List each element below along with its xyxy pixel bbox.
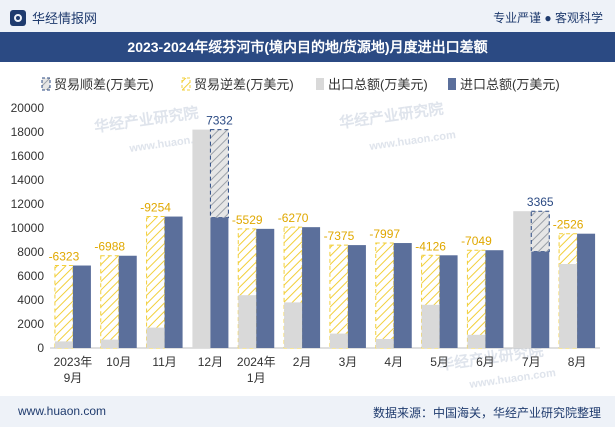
- watermark-text: www.huaon.com: [368, 129, 457, 153]
- import-bar: [439, 255, 458, 348]
- export-bar: [54, 341, 73, 348]
- x-tick-label: 11月: [152, 355, 176, 369]
- footer-site: www.huaon.com: [18, 404, 107, 418]
- export-bar: [375, 339, 394, 348]
- y-tick-label: 12000: [11, 197, 45, 211]
- balance-label: -9254: [140, 201, 171, 215]
- surplus-bar: [530, 210, 550, 253]
- balance-label: -4126: [415, 239, 446, 253]
- y-tick-label: 16000: [11, 149, 45, 163]
- export-bar: [238, 295, 257, 348]
- brand-name: 华经情报网: [32, 11, 98, 26]
- x-tick-label: 3月: [339, 355, 358, 369]
- balance-label: -6270: [278, 211, 309, 225]
- brand: 华经情报网: [10, 8, 97, 27]
- deficit-bar: [100, 255, 120, 349]
- import-bar: [577, 233, 596, 348]
- legend-deficit-swatch: [181, 77, 191, 91]
- balance-label: -7997: [369, 227, 400, 241]
- export-bar: [559, 264, 578, 348]
- balance-label: 3365: [527, 195, 554, 209]
- balance-label: -6323: [49, 250, 80, 264]
- legend-label: 贸易顺差(万美元): [54, 77, 154, 92]
- export-bar: [284, 302, 303, 348]
- import-bar: [118, 255, 137, 348]
- deficit-bar: [375, 242, 395, 349]
- legend-import-swatch: [448, 78, 456, 90]
- legend-surplus-swatch: [41, 77, 51, 91]
- export-bar: [421, 304, 440, 348]
- balance-label: -5529: [232, 213, 263, 227]
- legend-label: 贸易逆差(万美元): [194, 77, 294, 92]
- legend-label: 出口总额(万美元): [328, 77, 428, 92]
- y-tick-label: 0: [37, 341, 44, 355]
- balance-label: -7049: [461, 234, 492, 248]
- watermark-text: www.huaon.com: [468, 367, 557, 391]
- deficit-bar: [54, 265, 74, 349]
- x-tick-label: 5月: [430, 355, 449, 369]
- import-bar: [393, 243, 412, 348]
- tagline: 专业严谨 ● 客观科学: [493, 11, 603, 25]
- y-tick-label: 20000: [11, 101, 45, 115]
- import-bar: [210, 217, 229, 348]
- x-tick-label: 10月: [106, 355, 131, 369]
- export-bar: [329, 333, 348, 348]
- y-tick-label: 14000: [11, 173, 45, 187]
- deficit-bar: [146, 216, 166, 349]
- x-tick-label: 2024年 1月: [237, 355, 276, 385]
- export-bar: [100, 339, 119, 348]
- legend-export-swatch: [316, 78, 324, 90]
- import-bar: [485, 250, 504, 348]
- y-tick-label: 18000: [11, 125, 45, 139]
- import-bar: [72, 265, 91, 348]
- x-tick-label: 2月: [293, 355, 312, 369]
- x-tick-label: 4月: [384, 355, 403, 369]
- y-tick-label: 8000: [17, 245, 44, 259]
- import-bar: [256, 228, 275, 348]
- deficit-bar: [329, 244, 349, 349]
- x-tick-label: 6月: [476, 355, 495, 369]
- export-bar: [146, 327, 165, 348]
- y-tick-label: 2000: [17, 317, 44, 331]
- y-tick-label: 6000: [17, 269, 44, 283]
- x-tick-label: 8月: [568, 355, 587, 369]
- chart-title: 2023-2024年绥芬河市(境内目的地/货源地)月度进出口差额: [0, 32, 615, 62]
- balance-label: -7375: [324, 229, 355, 243]
- export-bar: [513, 211, 532, 348]
- balance-label: -6988: [94, 240, 125, 254]
- deficit-bar: [466, 249, 486, 349]
- y-tick-label: 4000: [17, 293, 44, 307]
- export-bar: [192, 129, 211, 348]
- top-bar: 华经情报网 专业严谨 ● 客观科学: [0, 0, 615, 32]
- footer: www.huaon.com 数据来源：中国海关，华经产业研究院整理: [0, 396, 615, 427]
- brand-logo-icon: [10, 9, 26, 26]
- balance-label: 7332: [206, 114, 233, 128]
- import-bar: [302, 227, 321, 348]
- x-tick-label: 7月: [522, 355, 541, 369]
- export-bar: [467, 334, 486, 348]
- surplus-bar: [209, 129, 229, 219]
- watermark-text: 华经产业研究院: [93, 104, 199, 136]
- watermark-text: 华经产业研究院: [338, 100, 444, 132]
- import-bar: [531, 251, 550, 348]
- y-tick-label: 10000: [11, 221, 45, 235]
- balance-label: -2526: [553, 218, 584, 232]
- import-bar: [347, 245, 366, 348]
- import-bar: [164, 216, 183, 348]
- x-tick-label: 2023年 9月: [54, 355, 93, 385]
- legend-label: 进口总额(万美元): [460, 77, 560, 92]
- footer-source: 数据来源：中国海关，华经产业研究院整理: [372, 406, 601, 420]
- x-tick-label: 12月: [198, 355, 223, 369]
